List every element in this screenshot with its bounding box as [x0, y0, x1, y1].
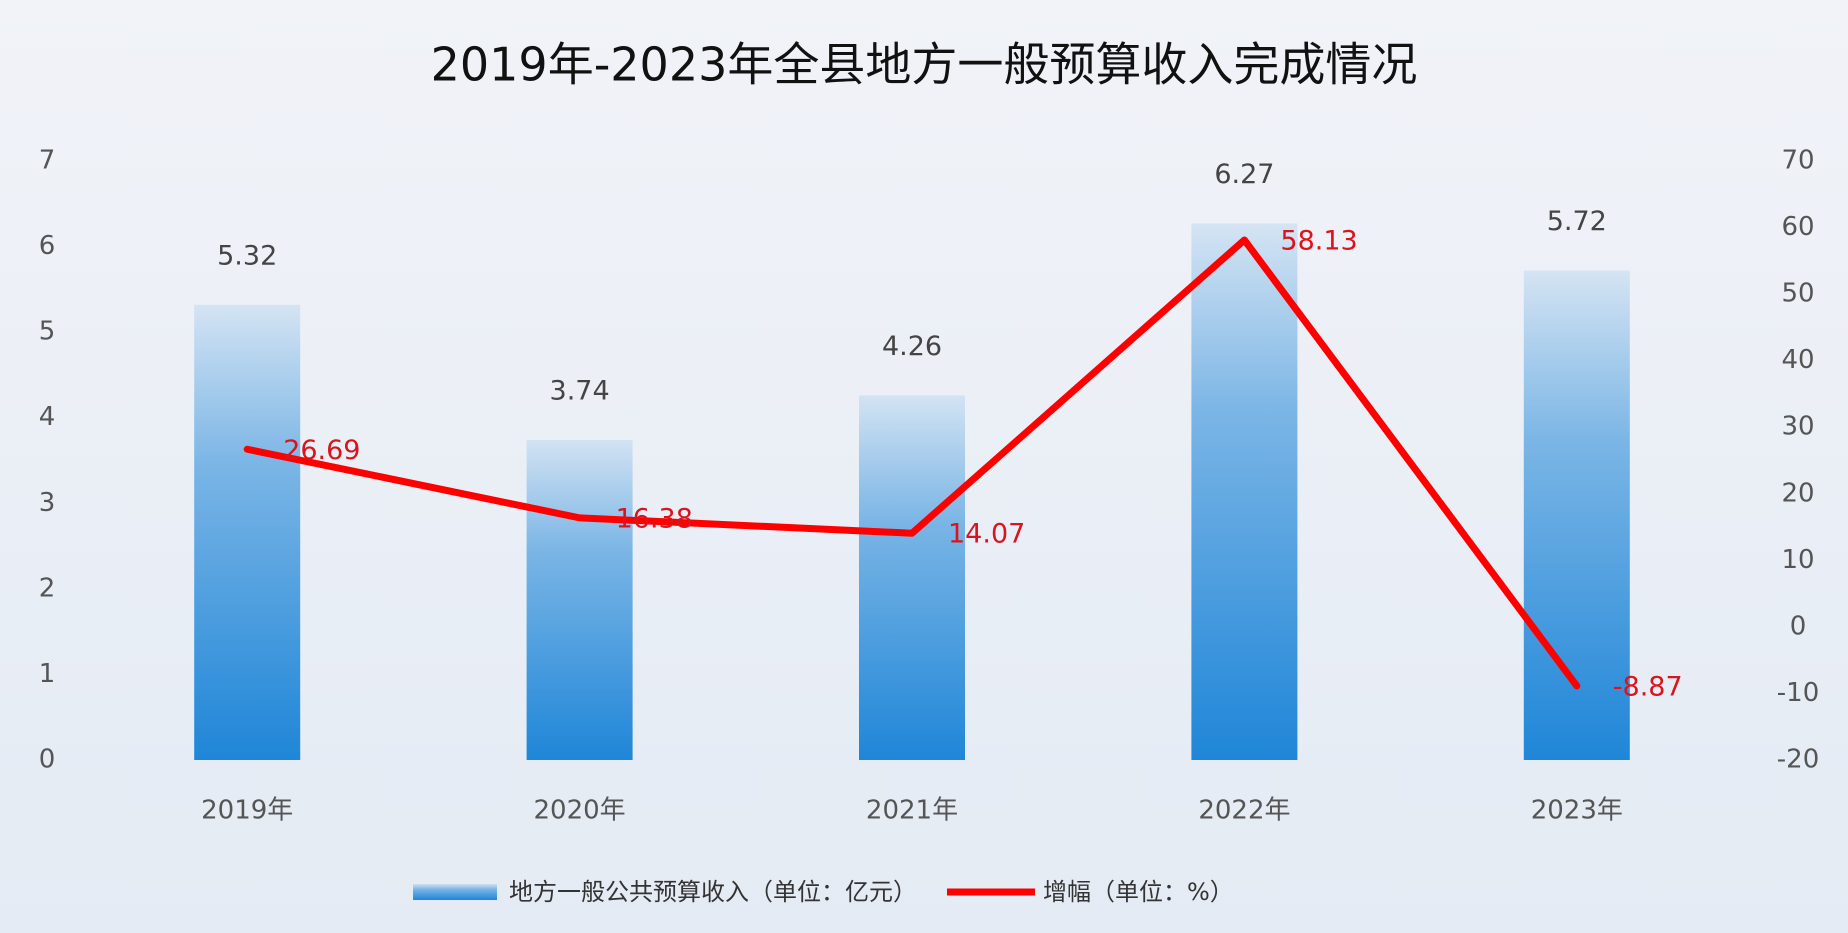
legend-label: 地方一般公共预算收入（单位：亿元）: [509, 878, 917, 906]
y-tick-label: 3: [39, 488, 56, 518]
bar: [526, 439, 633, 760]
bar-value-label: 3.74: [550, 375, 610, 406]
y-tick-label: 4: [39, 402, 56, 432]
y2-tick-label: 40: [1781, 345, 1814, 375]
y-tick-label: 1: [39, 659, 56, 689]
line-value-label: 26.69: [283, 435, 360, 466]
legend-swatch: [413, 884, 497, 900]
x-tick-label: 2022年: [1198, 796, 1290, 826]
y2-tick-label: 50: [1781, 279, 1814, 309]
x-tick-label: 2023年: [1531, 796, 1623, 826]
line-value-label: -8.87: [1613, 671, 1683, 702]
line-value-label: 58.13: [1280, 226, 1357, 257]
y-tick-label: 0: [39, 745, 56, 775]
chart-title: 2019年-2023年全县地方一般预算收入完成情况: [431, 38, 1418, 92]
x-tick-label: 2020年: [534, 796, 626, 826]
y-tick-label: 2: [39, 573, 56, 603]
y2-tick-label: 30: [1781, 412, 1814, 442]
legend-label: 增幅（单位：%）: [1043, 878, 1234, 906]
bar: [1523, 270, 1630, 760]
x-tick-label: 2021年: [866, 796, 958, 826]
y-tick-label: 5: [39, 317, 56, 347]
y2-tick-label: 70: [1781, 146, 1814, 176]
y-tick-label: 6: [39, 231, 56, 261]
y2-tick-label: 20: [1781, 478, 1814, 508]
line-value-label: 16.38: [616, 503, 693, 534]
y2-tick-label: 0: [1790, 611, 1807, 641]
bar: [1191, 223, 1298, 760]
y2-tick-label: 60: [1781, 212, 1814, 242]
bar-value-label: 4.26: [882, 331, 942, 362]
y-tick-label: 7: [39, 146, 56, 176]
line: [243, 236, 1581, 690]
line-value-label: 14.07: [948, 519, 1025, 550]
bar-value-label: 5.72: [1547, 206, 1607, 237]
bar-value-label: 6.27: [1214, 159, 1274, 190]
bar: [859, 395, 965, 760]
bar: [194, 304, 301, 760]
y2-tick-label: 10: [1781, 545, 1814, 575]
bar-value-label: 5.32: [217, 240, 277, 271]
y2-tick-label: -10: [1777, 678, 1819, 708]
y2-tick-label: -20: [1777, 745, 1819, 775]
x-tick-label: 2019年: [201, 796, 293, 826]
